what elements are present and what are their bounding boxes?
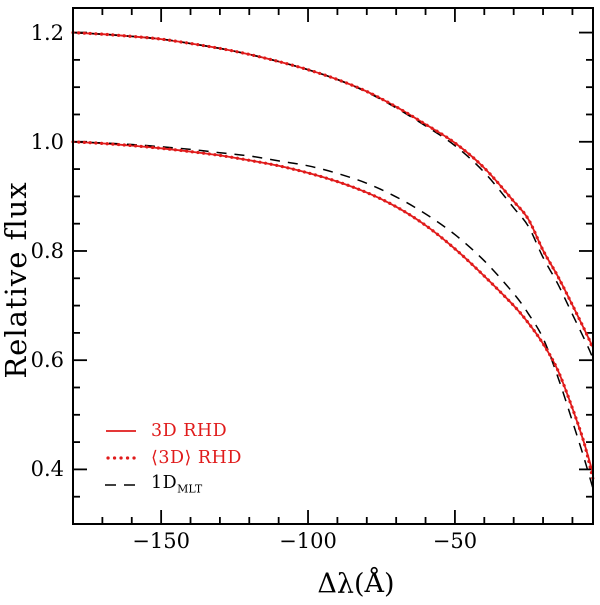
curve--3d-rhd-lower	[71, 140, 595, 481]
y-tick-label: 1.0	[30, 129, 64, 154]
dotted-line-icon	[106, 455, 139, 460]
y-tick-label: 0.8	[30, 238, 64, 263]
curve--3d-rhd-upper	[71, 31, 595, 351]
legend-item-avg3d-rhd: ⟨3D⟩ RHD	[104, 444, 242, 471]
y-tick-label: 0.6	[30, 348, 64, 373]
legend-label-3d-rhd: 3D RHD	[151, 420, 228, 441]
legend-label-1d: 1D	[151, 473, 178, 494]
legend-label-avg3d-rhd: ⟨3D⟩ RHD	[151, 447, 242, 468]
plot-frame	[72, 7, 594, 525]
x-tick-label: −50	[432, 529, 478, 553]
legend-label-1d-mlt: 1DMLT	[151, 473, 202, 496]
solid-line-icon	[106, 429, 136, 432]
x-tick-label: −100	[279, 529, 337, 553]
legend-item-3d-rhd: 3D RHD	[104, 417, 242, 444]
dashed-line-icon	[105, 483, 140, 486]
y-tick-label: 1.2	[30, 20, 64, 45]
curve-3d-rhd-upper	[72, 31, 594, 348]
curve-1dmlt-lower	[72, 141, 594, 489]
y-tick-label: 0.4	[30, 457, 64, 482]
legend-label-mlt-subscript: MLT	[177, 482, 203, 496]
legend: 3D RHD ⟨3D⟩ RHD 1DMLT	[104, 417, 242, 498]
x-axis-title: Δλ(Å)	[317, 568, 395, 600]
curve-1dmlt-upper	[72, 31, 594, 359]
legend-item-1d-mlt: 1DMLT	[104, 471, 242, 498]
x-tick-label: −150	[132, 529, 190, 553]
